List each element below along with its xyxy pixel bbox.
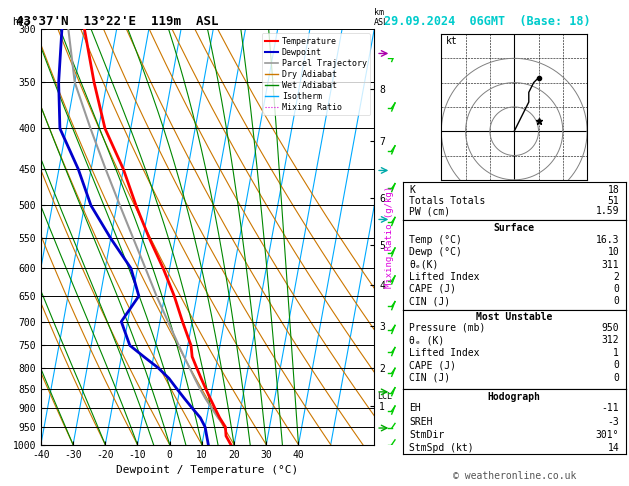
Text: Mixing Ratio (g/kg): Mixing Ratio (g/kg) [386,186,394,288]
Text: CIN (J): CIN (J) [409,373,450,383]
Text: CAPE (J): CAPE (J) [409,360,456,370]
Legend: Temperature, Dewpoint, Parcel Trajectory, Dry Adiabat, Wet Adiabat, Isotherm, Mi: Temperature, Dewpoint, Parcel Trajectory… [262,34,370,116]
Text: Temp (°C): Temp (°C) [409,235,462,245]
X-axis label: Dewpoint / Temperature (°C): Dewpoint / Temperature (°C) [116,465,299,475]
Text: 950: 950 [601,323,619,333]
Text: Lifted Index: Lifted Index [409,348,480,358]
Text: 0: 0 [613,373,619,383]
Text: LCL: LCL [377,392,392,401]
Text: km
ASL: km ASL [374,8,389,27]
Text: CAPE (J): CAPE (J) [409,284,456,294]
Text: 10: 10 [608,247,619,258]
Text: SREH: SREH [409,417,433,427]
Text: -3: -3 [608,417,619,427]
Text: 18: 18 [608,186,619,195]
Text: kt: kt [446,36,458,46]
Text: 16.3: 16.3 [596,235,619,245]
Text: Totals Totals: Totals Totals [409,196,486,206]
Text: Dewp (°C): Dewp (°C) [409,247,462,258]
Text: 1.59: 1.59 [596,207,619,216]
Text: 0: 0 [613,296,619,306]
Text: 51: 51 [608,196,619,206]
Text: 312: 312 [601,335,619,346]
Text: StmSpd (kt): StmSpd (kt) [409,443,474,453]
Text: EH: EH [409,403,421,414]
Text: 0: 0 [613,360,619,370]
Text: Pressure (mb): Pressure (mb) [409,323,486,333]
Text: 14: 14 [608,443,619,453]
Text: 311: 311 [601,260,619,270]
Text: K: K [409,186,415,195]
Text: θₑ (K): θₑ (K) [409,335,445,346]
Text: Most Unstable: Most Unstable [476,312,552,322]
Text: 0: 0 [613,284,619,294]
Text: Hodograph: Hodograph [487,392,541,401]
Text: CIN (J): CIN (J) [409,296,450,306]
Text: Lifted Index: Lifted Index [409,272,480,282]
Text: 1: 1 [613,348,619,358]
Text: StmDir: StmDir [409,430,445,440]
Text: 43°37'N  13°22'E  119m  ASL: 43°37'N 13°22'E 119m ASL [16,15,218,28]
Text: 29.09.2024  06GMT  (Base: 18): 29.09.2024 06GMT (Base: 18) [384,15,590,28]
Text: θₑ(K): θₑ(K) [409,260,438,270]
Text: PW (cm): PW (cm) [409,207,450,216]
Text: -11: -11 [601,403,619,414]
Text: Surface: Surface [494,223,535,233]
Text: hPa: hPa [13,17,30,27]
Text: 301°: 301° [596,430,619,440]
Text: © weatheronline.co.uk: © weatheronline.co.uk [452,471,576,481]
Text: 2: 2 [613,272,619,282]
